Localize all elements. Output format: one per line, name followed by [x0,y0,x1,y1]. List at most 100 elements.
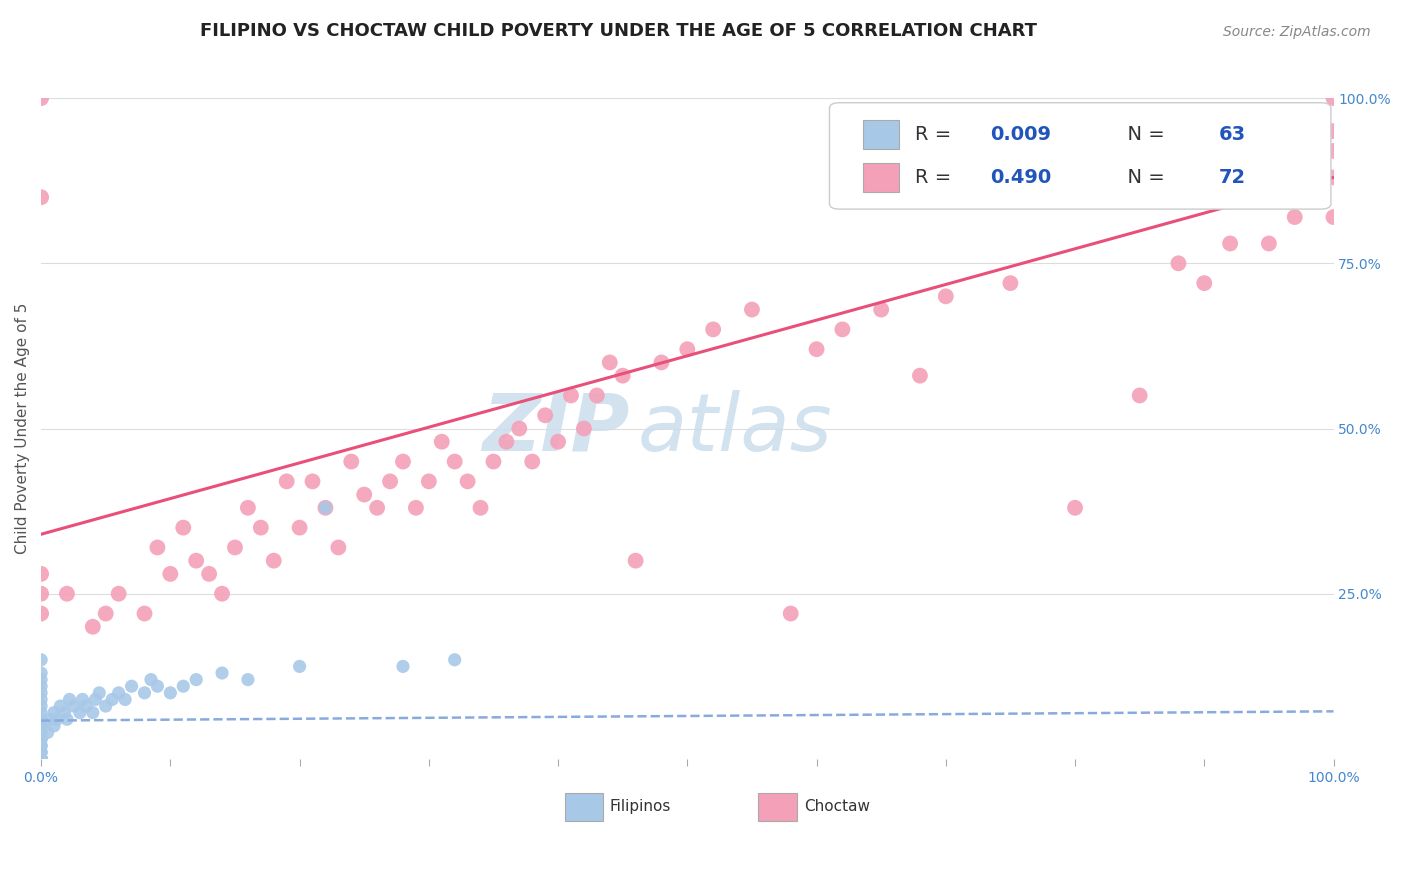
Point [224,541,246,555]
Point [831,322,853,336]
Point [30,665,52,680]
Point [30,712,52,726]
Point [676,342,699,356]
Text: R =: R = [915,125,957,144]
Point [366,500,388,515]
Point [69,706,91,720]
Point [72,692,94,706]
Point [236,673,259,687]
Point [392,454,415,468]
Point [1257,236,1279,251]
Text: 0.490: 0.490 [990,168,1050,187]
Point [560,388,582,402]
FancyBboxPatch shape [863,162,900,193]
Text: Source: ZipAtlas.com: Source: ZipAtlas.com [1223,25,1371,39]
Point [378,475,401,489]
FancyBboxPatch shape [758,793,797,821]
Point [30,732,52,747]
Point [30,739,52,753]
Point [702,322,724,336]
Point [107,587,129,601]
Point [146,679,169,693]
Point [547,434,569,449]
Point [288,521,311,535]
Point [211,665,233,680]
Point [779,607,801,621]
Point [1167,256,1189,270]
Point [495,434,517,449]
Point [58,692,80,706]
Point [30,752,52,766]
Text: N =: N = [1115,168,1171,187]
Point [482,454,505,468]
Point [186,554,208,568]
Point [1129,388,1152,402]
Point [30,725,52,739]
Point [30,607,52,621]
Point [30,706,52,720]
Point [1064,500,1087,515]
Point [443,454,465,468]
Point [30,719,52,733]
Point [585,388,607,402]
Point [392,659,415,673]
Point [1000,276,1022,290]
Text: 63: 63 [1219,125,1246,144]
Point [30,91,52,105]
Point [30,673,52,687]
Point [186,673,208,687]
Point [121,679,143,693]
Point [624,554,647,568]
Point [198,566,221,581]
Point [62,699,84,714]
Point [457,475,479,489]
Point [650,355,672,369]
Point [522,454,544,468]
Point [49,699,72,714]
Point [30,752,52,766]
Point [340,454,363,468]
Point [508,421,530,435]
Point [42,706,65,720]
Point [288,659,311,673]
Point [443,653,465,667]
Point [30,566,52,581]
Point [82,706,104,720]
Point [534,409,557,423]
Point [114,692,136,706]
Point [30,745,52,759]
Point [134,607,156,621]
Point [741,302,763,317]
Point [405,500,427,515]
Point [30,745,52,759]
Point [45,712,67,726]
Point [572,421,595,435]
Point [30,752,52,766]
Point [328,541,350,555]
Point [430,434,453,449]
Point [159,686,181,700]
Point [30,732,52,747]
Point [30,725,52,739]
Point [30,699,52,714]
Point [30,752,52,766]
Point [1322,144,1344,158]
Point [1322,124,1344,138]
Point [82,620,104,634]
Text: ZIP: ZIP [482,390,628,467]
Point [263,554,285,568]
Point [134,686,156,700]
Point [1322,91,1344,105]
Point [470,500,492,515]
Point [1322,210,1344,224]
Point [211,587,233,601]
Point [56,712,79,726]
Point [30,752,52,766]
Point [418,475,440,489]
Text: Filipinos: Filipinos [610,799,671,814]
Y-axis label: Child Poverty Under the Age of 5: Child Poverty Under the Age of 5 [15,302,30,554]
Point [146,541,169,555]
FancyBboxPatch shape [863,120,900,149]
Point [107,686,129,700]
Point [159,566,181,581]
